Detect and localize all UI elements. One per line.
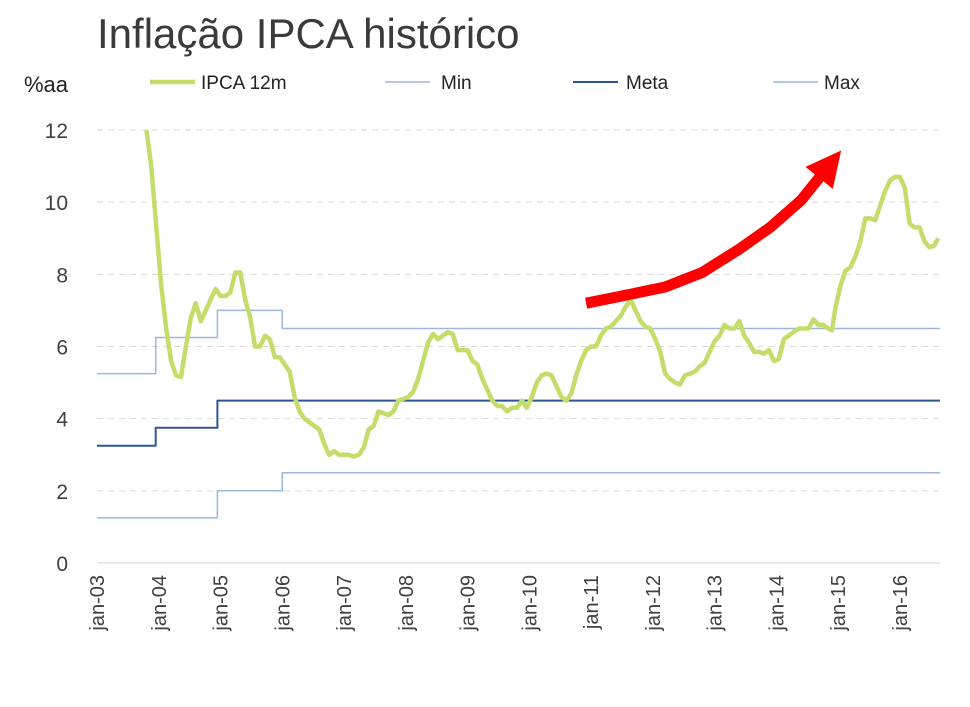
x-tick-label: jan-10 <box>519 575 541 632</box>
y-tick-labels: 0 2 4 6 8 10 12 <box>45 120 69 576</box>
x-tick-label: jan-03 <box>87 575 109 632</box>
series-lines <box>97 129 941 519</box>
x-tick-label: jan-09 <box>458 575 480 632</box>
legend-label: Max <box>824 73 860 94</box>
legend-label: Min <box>441 73 472 94</box>
y-axis-label: %aa <box>24 72 69 97</box>
legend: IPCA 12m Min Meta Max <box>150 73 860 94</box>
gridlines <box>97 129 940 564</box>
y-tick-label: 0 <box>56 553 68 576</box>
x-tick-label: jan-07 <box>334 575 356 632</box>
y-tick-label: 4 <box>56 409 68 432</box>
trend-arrow <box>585 150 842 309</box>
y-tick-label: 6 <box>56 337 68 360</box>
chart-title: Inflação IPCA histórico <box>97 10 520 57</box>
x-tick-label: jan-16 <box>890 575 912 632</box>
x-tick-label: jan-12 <box>643 575 665 632</box>
x-tick-label: jan-15 <box>828 575 850 632</box>
x-tick-label: jan-08 <box>396 575 418 632</box>
x-tick-label: jan-11 <box>581 575 603 630</box>
y-tick-label: 10 <box>45 192 68 215</box>
series-line-meta <box>97 399 940 447</box>
x-tick-label: jan-05 <box>211 575 233 632</box>
series-line-min <box>97 472 940 519</box>
x-tick-labels: jan-03 jan-04 jan-05 jan-06 jan-07 jan-08 jan-… <box>87 575 912 632</box>
legend-label: Meta <box>626 73 669 94</box>
x-tick-label: jan-13 <box>705 575 727 632</box>
series-line-max <box>97 309 940 375</box>
y-tick-label: 8 <box>56 264 68 287</box>
legend-label: IPCA 12m <box>201 73 287 94</box>
y-tick-label: 12 <box>45 120 68 143</box>
x-tick-label: jan-04 <box>149 575 171 632</box>
x-tick-label: jan-14 <box>766 575 788 632</box>
x-tick-label: jan-06 <box>272 575 294 632</box>
series-line-ipca-12m <box>144 129 941 459</box>
y-tick-label: 2 <box>56 481 68 504</box>
annotations <box>585 150 842 309</box>
